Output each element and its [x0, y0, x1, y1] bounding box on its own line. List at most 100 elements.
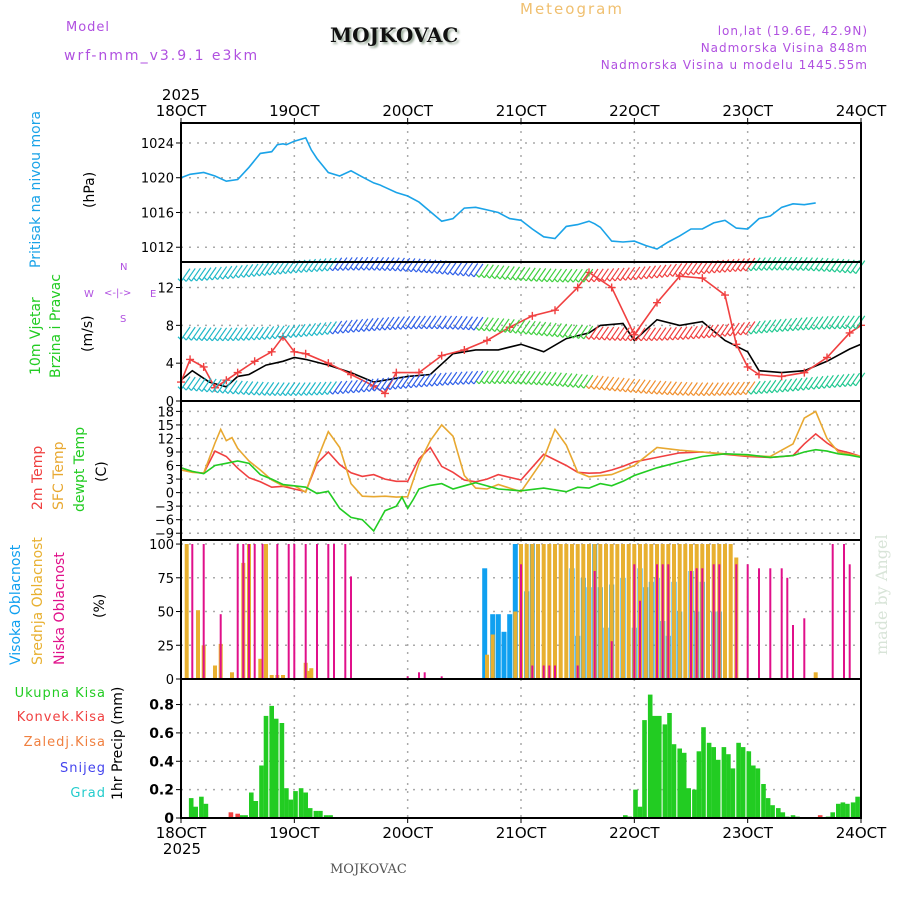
- wind-barb: [627, 327, 641, 342]
- wind-barb: [522, 370, 536, 385]
- wind-barb: [282, 382, 296, 397]
- wind-barb: [397, 257, 411, 272]
- bar-ukupna-kisa: [259, 765, 264, 818]
- wind-barb: [548, 372, 562, 387]
- wind-barb: [344, 319, 358, 334]
- bar-srednja-oblacnost: [541, 544, 546, 679]
- wind-barb: [418, 373, 432, 388]
- wind-barb: [423, 315, 437, 330]
- wind-barb: [637, 327, 651, 342]
- x-tick-label-bottom: 23OCT: [722, 824, 773, 842]
- wind-barb: [533, 321, 547, 336]
- wind-barb: [533, 268, 547, 282]
- bar-niska-oblacnost: [803, 618, 806, 679]
- wind-barb: [742, 257, 756, 272]
- bar-niska-oblacnost: [610, 641, 613, 679]
- wind-barb: [392, 316, 405, 330]
- wind-barb: [768, 379, 782, 394]
- bar-srednja-oblacnost: [258, 658, 263, 679]
- wind-barb: [381, 376, 395, 391]
- wind-barb: [611, 327, 625, 341]
- gust-marker: [347, 370, 355, 379]
- x-tick-label-top: 19OCT: [269, 102, 320, 120]
- bar-ukupna-kisa: [238, 815, 244, 818]
- wind-barb: [559, 324, 573, 338]
- y-tick-label-temperature: −3: [155, 500, 174, 515]
- wind-barb: [637, 379, 651, 394]
- gust-marker: [267, 347, 276, 356]
- bar-niska-oblacnost: [735, 564, 738, 679]
- bar-niska-oblacnost: [701, 568, 704, 679]
- wind-barb: [820, 315, 834, 330]
- bar-niska-oblacnost: [656, 564, 658, 679]
- wind-barb: [763, 256, 777, 271]
- wind-barb: [182, 268, 196, 282]
- precip-legend-frz: Zaledj.Kisa: [23, 735, 106, 750]
- wind-barb: [501, 319, 515, 333]
- bar-niska-oblacnost: [327, 544, 330, 679]
- wind-barb: [507, 370, 521, 385]
- wind-barb: [365, 378, 379, 392]
- wind-barb: [219, 327, 233, 342]
- wind-barb: [590, 268, 604, 283]
- wind-barb: [726, 322, 740, 337]
- wind-barb: [569, 373, 583, 388]
- wind-barb: [763, 319, 777, 334]
- bar-ukupna-kisa: [711, 747, 716, 818]
- wind-barb: [522, 320, 536, 335]
- bar-srednja-oblacnost: [604, 544, 608, 679]
- bar-niska-oblacnost: [242, 544, 245, 679]
- wind-barb: [548, 268, 562, 283]
- y-tick-label-clouds: 50: [157, 606, 174, 621]
- wind-barb: [601, 376, 615, 391]
- wind-barb: [517, 267, 531, 281]
- wind-barb: [538, 371, 552, 386]
- wind-barb: [590, 375, 604, 390]
- wind-barb: [700, 382, 714, 397]
- bar-niska-oblacnost: [350, 576, 352, 679]
- bar-niska-oblacnost: [661, 564, 664, 679]
- wind-barb: [622, 378, 636, 393]
- wind-barb: [460, 316, 473, 331]
- wind-barb: [543, 322, 557, 337]
- bar-ukupna-kisa: [647, 694, 653, 818]
- wind-barb: [329, 257, 343, 272]
- wind-barb: [841, 373, 855, 387]
- wind-barb: [643, 265, 657, 280]
- wind-barb: [705, 382, 719, 397]
- wind-barb: [329, 380, 343, 395]
- wind-barb: [512, 319, 526, 334]
- wind-barb: [266, 261, 280, 276]
- bar-ukupna-kisa: [203, 803, 209, 818]
- wind-barb: [653, 327, 667, 341]
- wind-barb: [350, 379, 364, 394]
- bar-niska-oblacnost: [520, 564, 522, 679]
- wind-barb: [580, 325, 594, 340]
- wind-barb: [439, 260, 453, 275]
- wind-barb: [439, 315, 453, 330]
- wind-barb: [433, 372, 447, 387]
- wind-barb: [271, 325, 285, 340]
- bar-niska-oblacnost: [276, 544, 279, 679]
- y-tick-label-precip: 0: [164, 811, 174, 827]
- gust-marker: [250, 357, 259, 366]
- bar-ukupna-kisa: [681, 752, 687, 818]
- bar-ukupna-kisa: [263, 715, 269, 818]
- bar-niska-oblacnost: [746, 564, 749, 679]
- bar-ukupna-kisa: [730, 768, 736, 818]
- bar-srednja-oblacnost: [305, 670, 310, 679]
- bar-ukupna-kisa: [193, 806, 198, 818]
- wind-barb: [491, 318, 505, 332]
- bar-srednja-oblacnost: [813, 672, 818, 679]
- wind-barb: [303, 382, 317, 396]
- gust-marker: [437, 351, 446, 360]
- wind-barb: [815, 375, 829, 390]
- wind-barb: [721, 323, 735, 337]
- wind-barb: [538, 322, 552, 337]
- wind-barb: [664, 381, 677, 396]
- wind-barb: [214, 379, 228, 394]
- wind-barb: [329, 320, 343, 335]
- wind-barb: [428, 372, 442, 387]
- wind-barb: [596, 326, 609, 341]
- wind-barb: [590, 326, 604, 340]
